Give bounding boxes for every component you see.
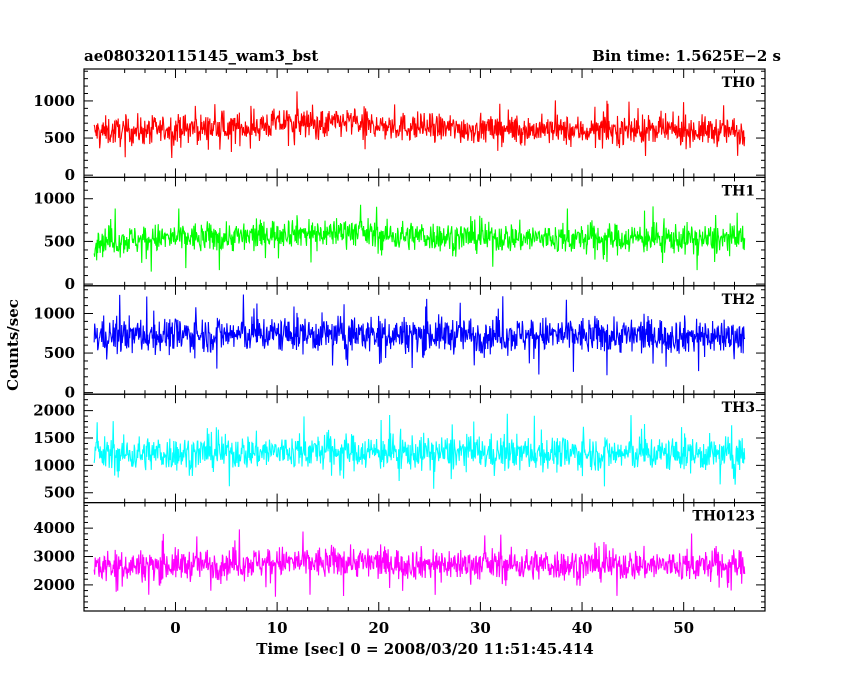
x-tick-label: 20 [368, 619, 389, 637]
series-th0-trace [93, 91, 746, 158]
panel-frame [83, 502, 766, 612]
x-tick-label: 10 [267, 619, 288, 637]
y-tick-label: 1500 [33, 429, 75, 447]
y-tick-label: 500 [44, 129, 75, 147]
y-tick-label: 2000 [33, 576, 75, 594]
panel-label-th0: TH0 [722, 75, 756, 91]
panel-th1: 0 500 1000 TH1 [33, 176, 766, 293]
panel-label-th2: TH2 [722, 292, 755, 308]
y-tick-label: 0 [65, 275, 75, 293]
panel-label-th3: TH3 [722, 400, 755, 416]
x-tick-label: 30 [470, 619, 491, 637]
y-tick-label: 500 [44, 232, 75, 250]
y-tick-label: 1000 [33, 92, 75, 110]
x-tick-label: 50 [673, 619, 694, 637]
y-tick-label: 3000 [33, 548, 75, 566]
bin-time-label: Bin time: 1.5625E−2 s [592, 47, 781, 65]
y-tick-label: 4000 [33, 519, 75, 537]
panel-th2: 0 500 1000 TH2 [33, 285, 766, 402]
x-tick-label: 40 [572, 619, 593, 637]
y-tick-label: 0 [65, 384, 75, 402]
panel-label-th1: TH1 [722, 183, 755, 199]
y-tick-label: 0 [65, 166, 75, 184]
chart-title: ae080320115145_wam3_bst [84, 47, 318, 65]
series-th3-trace [93, 413, 746, 489]
series-th2-trace [93, 294, 746, 376]
x-tick-label: 0 [170, 619, 180, 637]
series-th0123-trace [93, 529, 746, 597]
y-tick-label: 2000 [33, 402, 75, 420]
y-tick-label: 1000 [33, 190, 75, 208]
y-tick-label: 500 [44, 484, 75, 502]
y-axis-title: Counts/sec [4, 299, 22, 391]
series-th1-trace [93, 204, 746, 272]
panel-th3: 500 1000 1500 2000 TH3 [33, 393, 766, 504]
y-tick-label: 1000 [33, 456, 75, 474]
panel-th0: 0 500 1000 TH0 [33, 68, 766, 184]
panel-label-th0123: TH0123 [692, 509, 755, 525]
x-axis-title: Time [sec] 0 = 2008/03/20 11:51:45.414 [256, 640, 593, 658]
y-tick-label: 1000 [33, 304, 75, 322]
y-tick-label: 500 [44, 344, 75, 362]
panel-th0123: 2000 3000 4000 TH0123 [33, 502, 766, 612]
